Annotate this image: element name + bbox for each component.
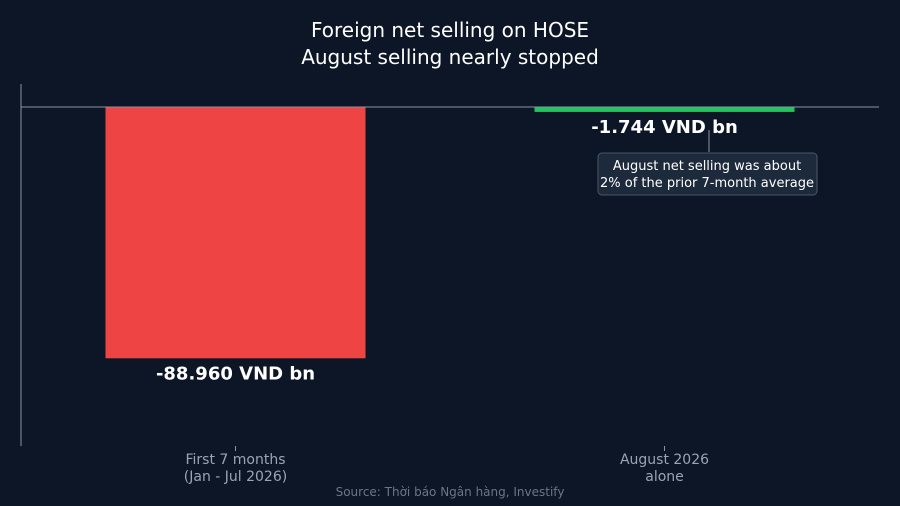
bar-0 (105, 107, 366, 359)
data-label-0: -88.960 VND bn (156, 363, 315, 384)
annotation-box (597, 152, 818, 196)
annotation-line-2: 2% of the prior 7-month average (600, 176, 814, 191)
annotation-line-1: August net selling was about (613, 159, 801, 174)
annotation: August net selling was about 2% of the p… (597, 130, 818, 196)
chart-subtitle: August selling nearly stopped (301, 45, 599, 69)
bar-1 (534, 107, 795, 112)
labels-group: -88.960 VND bn First 7 months(Jan - Jul 2… (156, 117, 738, 485)
x-tick-label-0-1: (Jan - Jul 2026) (184, 469, 287, 485)
data-label-1: -1.744 VND bn (591, 117, 738, 138)
x-tick-label-0-0: First 7 months (185, 452, 285, 468)
chart-title: Foreign net selling on HOSE (311, 18, 589, 42)
source-note: Source: Thời báo Ngân hàng, Investify (336, 485, 565, 499)
bars-group (105, 107, 795, 359)
x-tick-label-1-0: August 2026 (620, 452, 709, 468)
x-tick-label-1-1: alone (645, 469, 684, 485)
